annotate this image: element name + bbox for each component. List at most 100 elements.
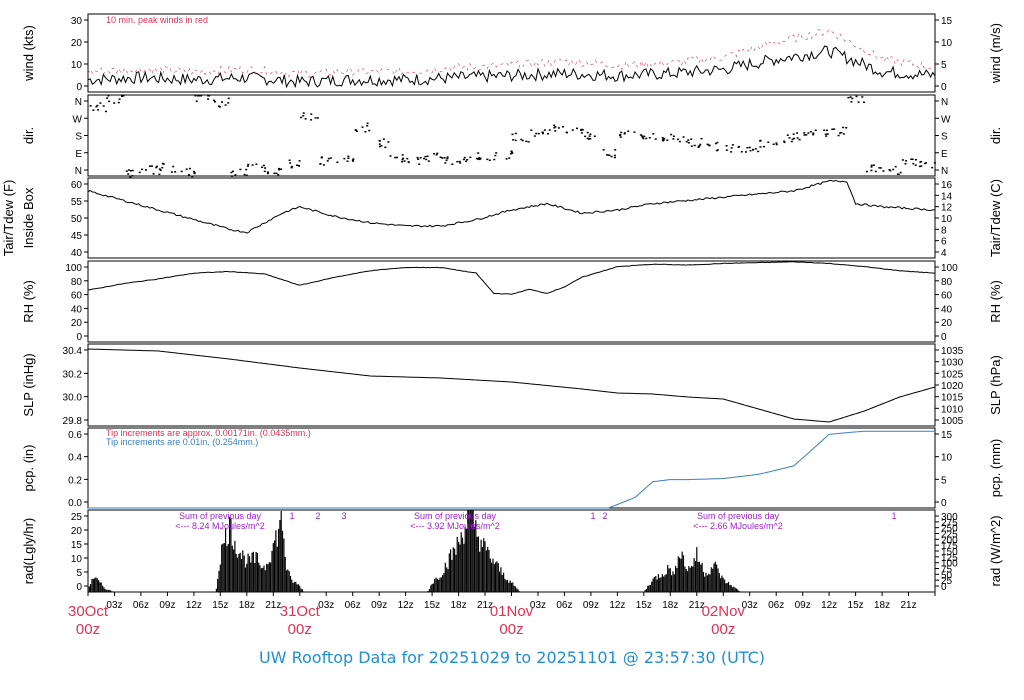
- dir-point: [193, 172, 196, 174]
- dir-point: [642, 137, 645, 140]
- dir-point: [406, 157, 409, 160]
- x-hour-label: 12z: [821, 600, 837, 611]
- dir-point: [872, 164, 875, 166]
- x-hour-label: 06z: [345, 600, 361, 611]
- dir-point: [520, 138, 523, 141]
- dir-point: [716, 149, 719, 151]
- dir-point: [666, 139, 669, 141]
- dir-point: [298, 160, 301, 162]
- dir-point: [511, 151, 513, 153]
- dir-point: [700, 137, 703, 140]
- dir-point: [677, 138, 679, 141]
- dir-point: [152, 173, 155, 175]
- dir-point: [933, 162, 936, 164]
- dir-point: [894, 165, 897, 168]
- dir-point: [174, 171, 177, 173]
- dir-point: [767, 141, 770, 143]
- dir-point: [347, 157, 350, 159]
- dir-point: [469, 156, 472, 159]
- pcp-ylabel-left: pcp. (in): [21, 445, 36, 492]
- dir-point: [196, 95, 199, 97]
- slp-ytick-right-label: 1020: [941, 381, 964, 392]
- slp-ytick-right-label: 1015: [941, 393, 964, 404]
- dir-point: [255, 163, 258, 165]
- dir-point: [336, 161, 339, 163]
- dir-point: [790, 140, 793, 143]
- slp-ytick-right-label: 1010: [941, 404, 964, 415]
- dir-point: [648, 137, 651, 139]
- slp-frame: [87, 343, 936, 427]
- dir-point: [231, 170, 234, 173]
- rh-series-line: [87, 261, 936, 295]
- dir-point: [514, 132, 517, 135]
- dir-point: [130, 170, 132, 172]
- rad-ytick-right-label: 75: [941, 565, 953, 576]
- rad-day-sum-label: Sum of previous day: [179, 511, 262, 521]
- wind-series-line: [87, 28, 936, 78]
- dir-point: [266, 171, 269, 173]
- dir-point: [382, 138, 385, 140]
- dir-point: [823, 129, 826, 131]
- dir-point: [553, 124, 556, 127]
- dir-point: [314, 117, 317, 119]
- dir-point: [224, 104, 227, 106]
- x-hour-label: 12z: [609, 600, 625, 611]
- x-day-hour-label: 00z: [76, 621, 100, 638]
- wind-ytick-right-label: 5: [941, 60, 947, 71]
- dir-point: [96, 104, 99, 107]
- rh-ytick-right-label: 60: [941, 291, 953, 302]
- x-hour-label: 06z: [768, 600, 784, 611]
- dir-point: [888, 169, 891, 171]
- rad-day-sum-value: <--- 3.92 MJoules/m^2: [410, 521, 500, 531]
- dir-point: [221, 101, 223, 103]
- x-hour-label: 09z: [371, 600, 387, 611]
- dir-point: [188, 174, 190, 176]
- dir-point: [251, 164, 254, 166]
- dir-point: [812, 133, 815, 136]
- x-hour-label: 18z: [662, 600, 678, 611]
- dir-point: [347, 155, 350, 158]
- dir-point: [310, 113, 313, 115]
- dir-point: [149, 165, 151, 167]
- dir-point: [892, 168, 895, 171]
- dir-point: [510, 152, 512, 155]
- dir-point: [826, 129, 828, 132]
- pcp-ytick-left-label: 0.4: [68, 453, 82, 464]
- dir-point: [278, 167, 281, 170]
- dir-point: [290, 165, 293, 168]
- dir-point: [725, 149, 728, 151]
- temp-ytick-left-label: 40: [71, 248, 83, 259]
- dir-point: [786, 134, 789, 136]
- rad-ytick-right-label: 275: [941, 518, 958, 529]
- dir-point: [562, 126, 564, 128]
- rad-peak-marker: 2: [315, 511, 320, 521]
- x-day-hour-label: 00z: [288, 621, 312, 638]
- dir-point: [227, 102, 230, 104]
- dir-point: [863, 101, 865, 103]
- dir-point: [584, 135, 587, 138]
- wind-ytick-right-label: 10: [941, 38, 953, 49]
- dir-point: [89, 105, 92, 107]
- wind-frame: [87, 13, 936, 93]
- pcp-annotation-1: Tip increments are approx. 0.00171in. (0…: [106, 428, 311, 438]
- dir-point: [672, 135, 675, 137]
- dir-point: [839, 132, 841, 134]
- dir-point: [505, 158, 508, 160]
- dir-point: [840, 131, 843, 134]
- dir-point: [407, 161, 410, 163]
- temp-series-line: [87, 179, 936, 234]
- temp-ytick-left-label: 45: [71, 231, 83, 242]
- dir-point: [589, 138, 592, 140]
- dir-point: [180, 170, 183, 173]
- rh-ytick-left-label: 80: [71, 277, 83, 288]
- dir-point: [208, 95, 211, 97]
- dir-point: [378, 143, 381, 145]
- dir-point: [661, 137, 664, 139]
- dir-point: [805, 134, 808, 136]
- dir-point: [401, 160, 404, 163]
- dir-point: [586, 131, 589, 134]
- rad-ytick-right-label: 250: [941, 524, 958, 535]
- dir-point: [273, 172, 276, 174]
- wind-ytick-right-label: 0: [941, 82, 947, 93]
- temp-ytick-left-label: 55: [71, 197, 83, 208]
